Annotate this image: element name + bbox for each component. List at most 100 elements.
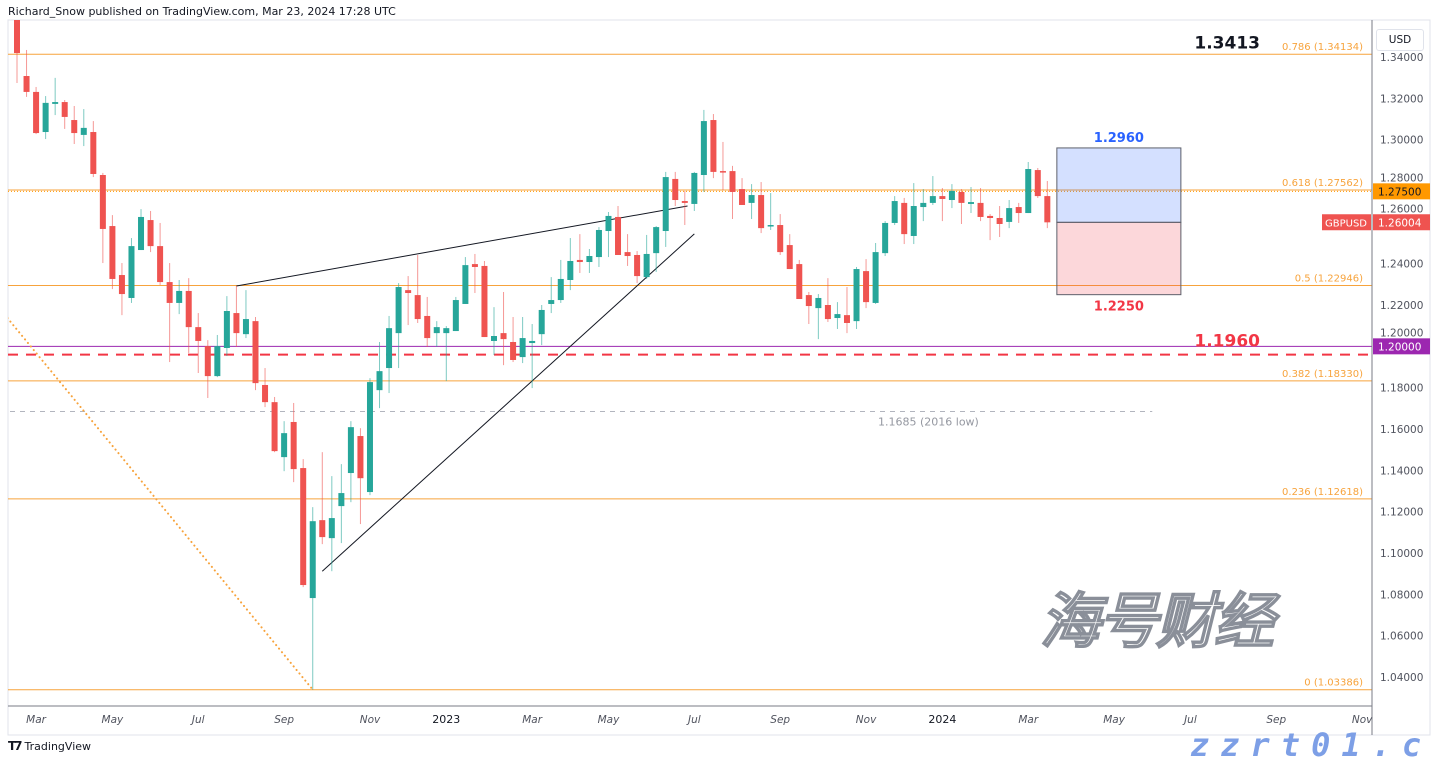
candle[interactable] <box>948 184 955 209</box>
candle[interactable] <box>748 184 755 220</box>
candle[interactable] <box>223 296 230 357</box>
candle[interactable] <box>739 178 746 205</box>
candle[interactable] <box>901 197 908 245</box>
candle[interactable] <box>262 368 269 408</box>
candle[interactable] <box>271 396 278 453</box>
candle[interactable] <box>176 279 183 315</box>
candle[interactable] <box>843 287 850 334</box>
candle[interactable] <box>471 253 478 294</box>
candle[interactable] <box>462 257 469 304</box>
candle[interactable] <box>853 266 860 329</box>
candle[interactable] <box>939 188 946 222</box>
candle[interactable] <box>166 263 173 363</box>
upper-trendline[interactable] <box>236 205 688 287</box>
candle[interactable] <box>233 285 240 347</box>
candle[interactable] <box>1044 181 1051 229</box>
candle[interactable] <box>977 188 984 222</box>
candle[interactable] <box>767 192 774 230</box>
candle[interactable] <box>481 260 488 338</box>
candle[interactable] <box>815 294 822 340</box>
candle[interactable] <box>14 7 20 84</box>
candle[interactable] <box>681 190 688 226</box>
candle[interactable] <box>500 291 507 366</box>
candle[interactable] <box>968 186 974 214</box>
candle[interactable] <box>538 305 545 346</box>
candle[interactable] <box>557 259 564 303</box>
candle[interactable] <box>662 171 669 247</box>
candle[interactable] <box>529 324 536 389</box>
candle[interactable] <box>510 316 517 363</box>
candle[interactable] <box>23 49 30 97</box>
candle[interactable] <box>824 278 831 322</box>
candle[interactable] <box>366 378 373 496</box>
candle[interactable] <box>52 77 59 116</box>
candle[interactable] <box>920 189 927 222</box>
tradingview-logo[interactable]: 𝗧𝟳 TradingView <box>8 739 91 753</box>
candle[interactable] <box>929 176 936 205</box>
candle[interactable] <box>548 277 555 314</box>
candle[interactable] <box>1025 161 1032 214</box>
candle[interactable] <box>433 321 440 347</box>
candle[interactable] <box>634 251 641 284</box>
price-axis[interactable]: 1.34000 1.32000 1.30000 1.28000 1.26000 1.240… <box>1380 52 1423 684</box>
candle[interactable] <box>328 476 335 572</box>
candle[interactable] <box>910 183 917 245</box>
candle[interactable] <box>719 141 726 191</box>
candle[interactable] <box>338 464 345 544</box>
candle[interactable] <box>996 206 1003 238</box>
candle[interactable] <box>958 189 965 224</box>
candle[interactable] <box>567 238 574 291</box>
candle[interactable] <box>586 248 593 273</box>
candle[interactable] <box>424 296 431 347</box>
candle[interactable] <box>290 402 297 483</box>
candle[interactable] <box>405 276 412 326</box>
candle[interactable] <box>319 452 326 545</box>
candle[interactable] <box>395 283 402 369</box>
candle[interactable] <box>605 212 612 258</box>
candle[interactable] <box>643 234 650 279</box>
candle[interactable] <box>624 234 631 266</box>
projection-box-upper[interactable] <box>1056 147 1182 223</box>
candle[interactable] <box>414 254 421 323</box>
candle[interactable] <box>204 340 211 399</box>
candle[interactable] <box>758 182 765 234</box>
candle[interactable] <box>443 326 450 382</box>
candle[interactable] <box>491 307 497 356</box>
candle[interactable] <box>519 316 526 364</box>
candle[interactable] <box>376 341 383 409</box>
candle[interactable] <box>157 222 164 285</box>
candle[interactable] <box>242 290 249 339</box>
candle[interactable] <box>882 221 889 257</box>
candle[interactable] <box>99 172 106 264</box>
projection-box-lower[interactable] <box>1056 221 1182 296</box>
candle[interactable] <box>214 334 221 378</box>
candle[interactable] <box>700 109 707 192</box>
currency-button[interactable]: USD <box>1376 29 1424 51</box>
candle[interactable] <box>300 459 307 588</box>
candle[interactable] <box>1015 202 1022 223</box>
candle[interactable] <box>863 259 870 309</box>
candle[interactable] <box>452 296 459 332</box>
candle[interactable] <box>710 114 717 179</box>
candle[interactable] <box>1006 200 1013 229</box>
candle[interactable] <box>42 96 49 140</box>
time-axis[interactable]: Mar May Jul Sep Nov 2023 Mar May Jul Sep Nov 2024 Ma… <box>26 713 1373 726</box>
lower-trendline[interactable] <box>321 233 695 572</box>
candle[interactable] <box>796 259 803 300</box>
candle[interactable] <box>347 421 354 503</box>
candle[interactable] <box>872 243 879 304</box>
candle[interactable] <box>595 227 602 267</box>
candle[interactable] <box>834 302 841 329</box>
candle[interactable] <box>729 165 736 220</box>
candle[interactable] <box>691 171 698 211</box>
candle[interactable] <box>805 291 812 325</box>
candle[interactable] <box>987 214 994 241</box>
candle[interactable] <box>576 234 583 273</box>
candle[interactable] <box>891 196 898 226</box>
candle[interactable] <box>615 206 622 255</box>
fib-anchor-line[interactable] <box>7 317 314 691</box>
candle[interactable] <box>128 238 135 303</box>
candle[interactable] <box>672 171 679 207</box>
candle[interactable] <box>109 215 116 290</box>
